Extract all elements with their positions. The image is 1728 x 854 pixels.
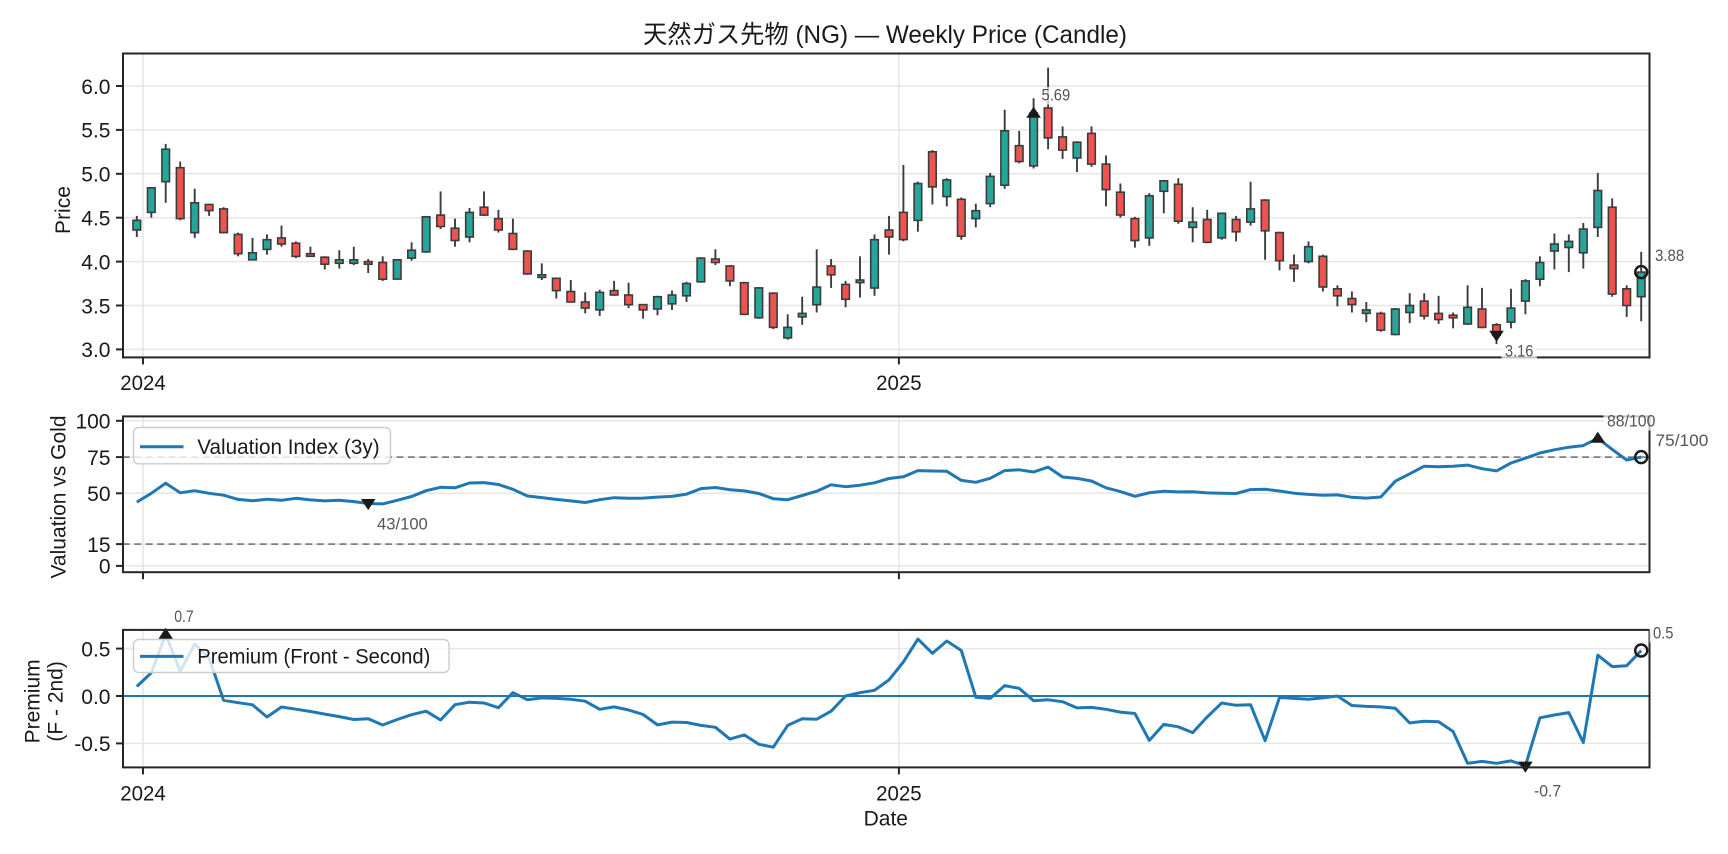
svg-text:6.0: 6.0 [81,76,110,99]
svg-text:Date: Date [864,808,908,831]
svg-text:2024: 2024 [120,372,166,395]
svg-text:2025: 2025 [876,372,922,395]
svg-text:Premium: Premium [22,659,45,743]
svg-text:88/100: 88/100 [1607,413,1655,431]
svg-text:3.88: 3.88 [1655,247,1684,265]
svg-text:0.5: 0.5 [1653,625,1674,643]
svg-text:15: 15 [87,534,110,557]
svg-text:75: 75 [87,447,110,470]
svg-text:3.0: 3.0 [81,339,110,362]
svg-text:-0.5: -0.5 [74,733,110,756]
svg-text:Valuation Index (3y): Valuation Index (3y) [197,436,379,459]
svg-text:-0.7: -0.7 [1534,783,1561,801]
svg-text:3.16: 3.16 [1505,343,1533,361]
svg-text:4.5: 4.5 [81,208,110,231]
svg-text:(F - 2nd): (F - 2nd) [45,661,68,742]
svg-text:0: 0 [99,556,111,579]
svg-text:Price: Price [52,186,75,234]
svg-text:Premium (Front - Second): Premium (Front - Second) [197,645,430,668]
svg-text:5.5: 5.5 [81,120,110,143]
svg-text:43/100: 43/100 [377,515,428,533]
svg-text:天然ガス先物 (NG) — Weekly Price (Ca: 天然ガス先物 (NG) — Weekly Price (Candle) [643,21,1127,49]
svg-text:2024: 2024 [120,782,166,805]
svg-text:3.5: 3.5 [81,295,110,318]
svg-text:4.0: 4.0 [81,251,110,274]
svg-text:0.5: 0.5 [81,638,110,661]
svg-text:0.0: 0.0 [81,686,110,709]
svg-text:75/100: 75/100 [1656,432,1709,450]
svg-text:0.7: 0.7 [174,608,194,626]
svg-text:5.69: 5.69 [1042,87,1071,105]
svg-text:2025: 2025 [876,782,922,805]
svg-text:5.0: 5.0 [81,164,110,187]
svg-text:Valuation vs Gold: Valuation vs Gold [47,415,70,578]
svg-text:50: 50 [87,483,110,506]
svg-text:100: 100 [75,411,110,434]
